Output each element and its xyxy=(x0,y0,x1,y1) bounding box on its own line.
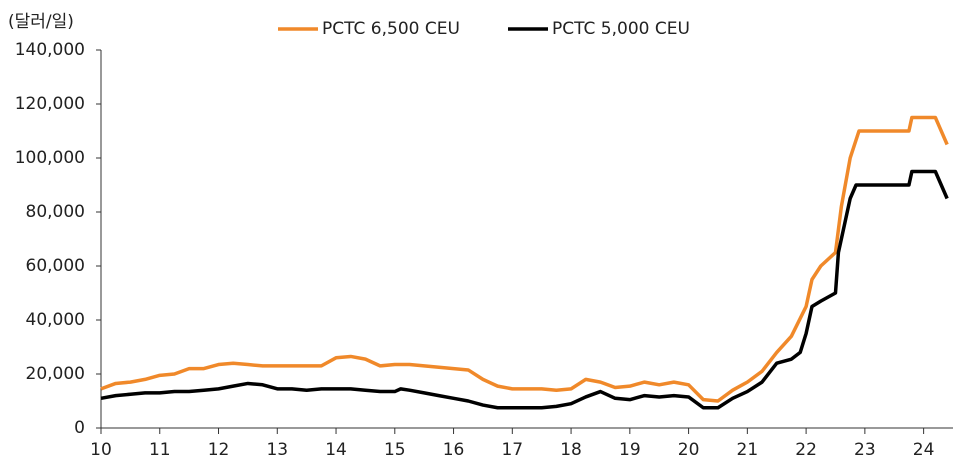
series-line xyxy=(100,169,949,410)
x-tick-label: 13 xyxy=(266,440,288,460)
y-tick-label: 20,000 xyxy=(26,364,85,384)
x-tick-label: 16 xyxy=(443,440,465,460)
x-tick-label: 15 xyxy=(384,440,406,460)
x-tick-label: 24 xyxy=(913,440,935,460)
y-axis-label: (달러/일) xyxy=(8,12,74,32)
y-tick-label: 120,000 xyxy=(15,94,85,114)
y-tick-label: 80,000 xyxy=(26,202,85,222)
x-tick-label: 22 xyxy=(795,440,817,460)
y-tick-label: 100,000 xyxy=(15,148,85,168)
legend-label: PCTC 6,500 CEU xyxy=(322,19,460,39)
x-tick-label: 23 xyxy=(854,440,876,460)
legend-label: PCTC 5,000 CEU xyxy=(552,19,690,39)
y-tick-label: 60,000 xyxy=(26,256,85,276)
x-tick-label: 10 xyxy=(90,440,112,460)
x-tick-label: 17 xyxy=(501,440,523,460)
x-tick-label: 11 xyxy=(149,440,171,460)
series-line xyxy=(100,115,949,403)
y-tick-label: 40,000 xyxy=(26,310,85,330)
x-tick-label: 21 xyxy=(737,440,759,460)
x-tick-label: 12 xyxy=(208,440,230,460)
y-tick-label: 140,000 xyxy=(15,40,85,60)
x-tick-label: 19 xyxy=(619,440,641,460)
x-tick-label: 14 xyxy=(325,440,347,460)
x-tick-label: 18 xyxy=(560,440,582,460)
x-tick-label: 20 xyxy=(678,440,700,460)
y-tick-label: 0 xyxy=(74,418,85,438)
